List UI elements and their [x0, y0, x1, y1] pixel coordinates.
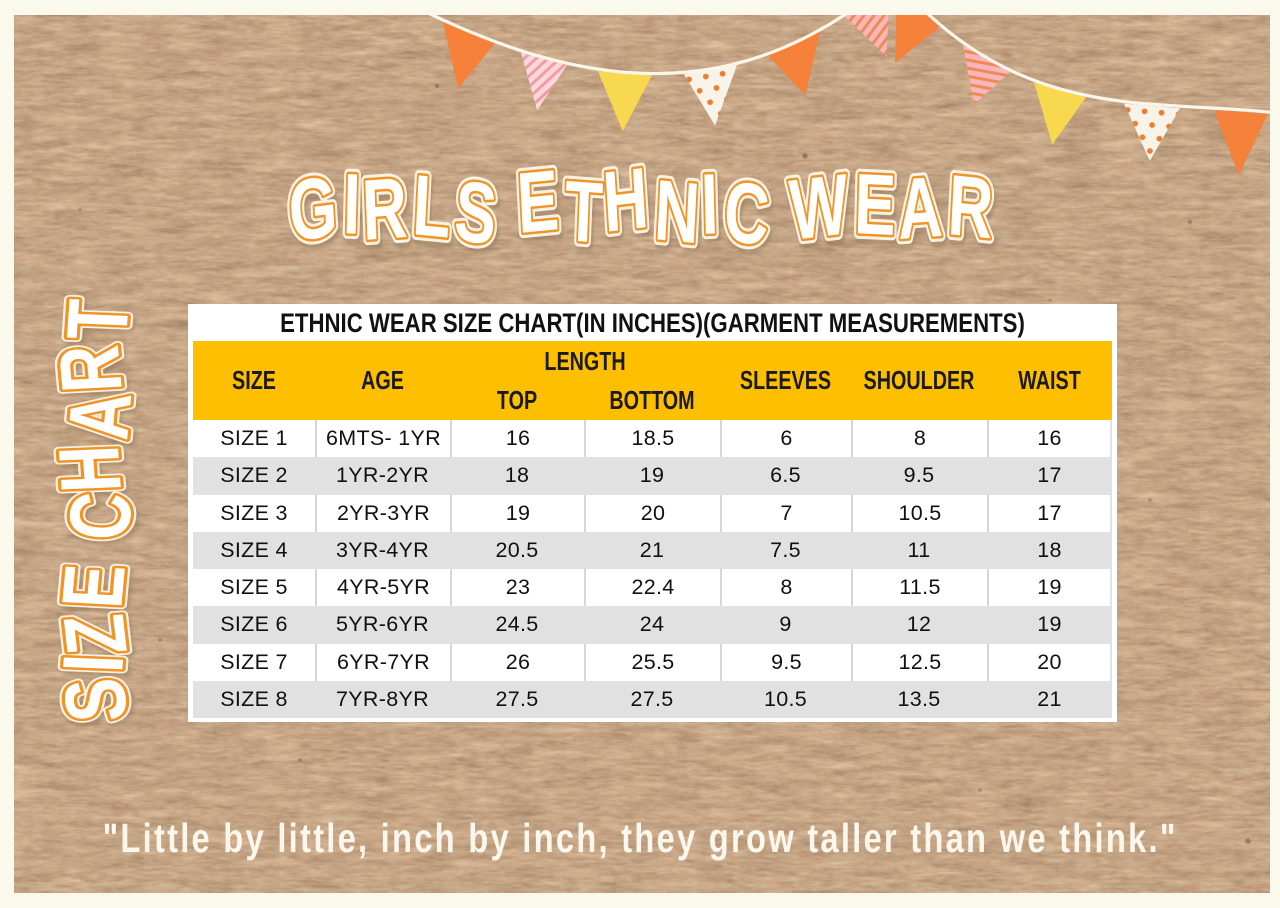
svg-text:SIZE CHART: SIZE CHART [41, 295, 152, 725]
svg-text:GIRLS ETHNIC WEAR: GIRLS ETHNIC WEAR [286, 148, 999, 264]
svg-text:SIZE CHART: SIZE CHART [41, 295, 152, 725]
svg-text:SIZE CHART: SIZE CHART [41, 295, 152, 725]
svg-text:"Little by little, inch by inc: "Little by little, inch by inch, they gr… [103, 814, 1176, 860]
